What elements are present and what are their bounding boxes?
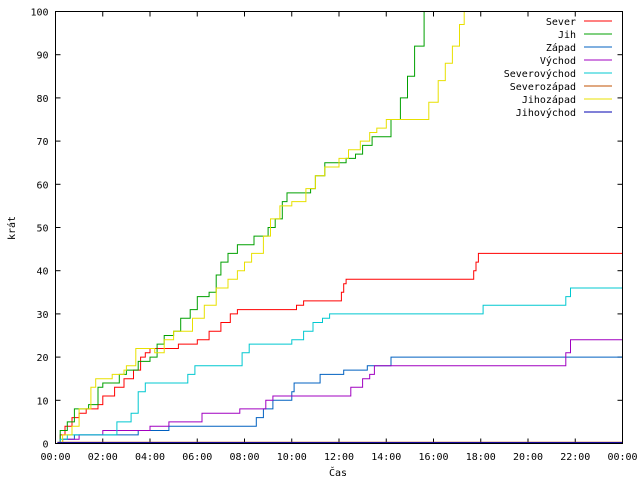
y-tick-label: 90 xyxy=(36,51,48,62)
x-tick-label: 06:00 xyxy=(182,452,212,463)
y-tick-label: 20 xyxy=(36,353,48,364)
x-tick-label: 04:00 xyxy=(135,452,165,463)
legend-label: Severovýchod xyxy=(504,68,576,80)
series-line-4 xyxy=(55,339,623,444)
x-tick-label: 00:00 xyxy=(40,452,70,463)
x-tick-label: 12:00 xyxy=(324,452,354,463)
series-line-5 xyxy=(55,287,623,444)
y-tick-label: 100 xyxy=(30,8,48,19)
x-tick-label: 20:00 xyxy=(513,452,543,463)
y-tick-label: 40 xyxy=(36,267,48,278)
x-tick-label: 22:00 xyxy=(560,452,590,463)
legend-label: Severozápad xyxy=(510,81,576,93)
x-tick-label: 18:00 xyxy=(466,452,496,463)
plot-frame xyxy=(55,11,623,444)
x-tick-label: 08:00 xyxy=(229,452,259,463)
y-tick-label: 60 xyxy=(36,180,48,191)
y-tick-label: 10 xyxy=(36,396,48,407)
x-tick-label: 14:00 xyxy=(371,452,401,463)
legend-label: Jihovýchod xyxy=(516,107,576,119)
x-tick-label: 00:00 xyxy=(607,452,637,463)
legend-label: Sever xyxy=(546,17,576,28)
legend-label: Západ xyxy=(546,42,576,54)
legend-label: Východ xyxy=(540,55,576,67)
y-tick-label: 80 xyxy=(36,94,48,105)
y-axis-title: krát xyxy=(6,216,18,240)
series-line-3 xyxy=(55,356,623,444)
x-tick-label: 16:00 xyxy=(418,452,448,463)
legend-label: Jihozápad xyxy=(522,94,576,106)
x-tick-label: 10:00 xyxy=(277,452,307,463)
x-tick-label: 02:00 xyxy=(88,452,118,463)
legend-label: Jih xyxy=(558,30,576,41)
y-tick-label: 50 xyxy=(36,224,48,235)
y-tick-label: 0 xyxy=(42,440,48,451)
tick-labels: 0 10 20 30 40 50 60 70 80 90 100 00:00 02:00 04:00 06:… xyxy=(30,8,637,464)
series-line-7 xyxy=(55,11,623,444)
series-line-1 xyxy=(55,252,623,444)
series-line-2 xyxy=(55,11,623,444)
y-tick-label: 30 xyxy=(36,310,48,321)
x-axis-title: Čas xyxy=(329,466,347,479)
y-tick-label: 70 xyxy=(36,137,48,148)
legend: Sever JihZápadVýchodSeverovýchodSeverozáp… xyxy=(504,17,612,119)
